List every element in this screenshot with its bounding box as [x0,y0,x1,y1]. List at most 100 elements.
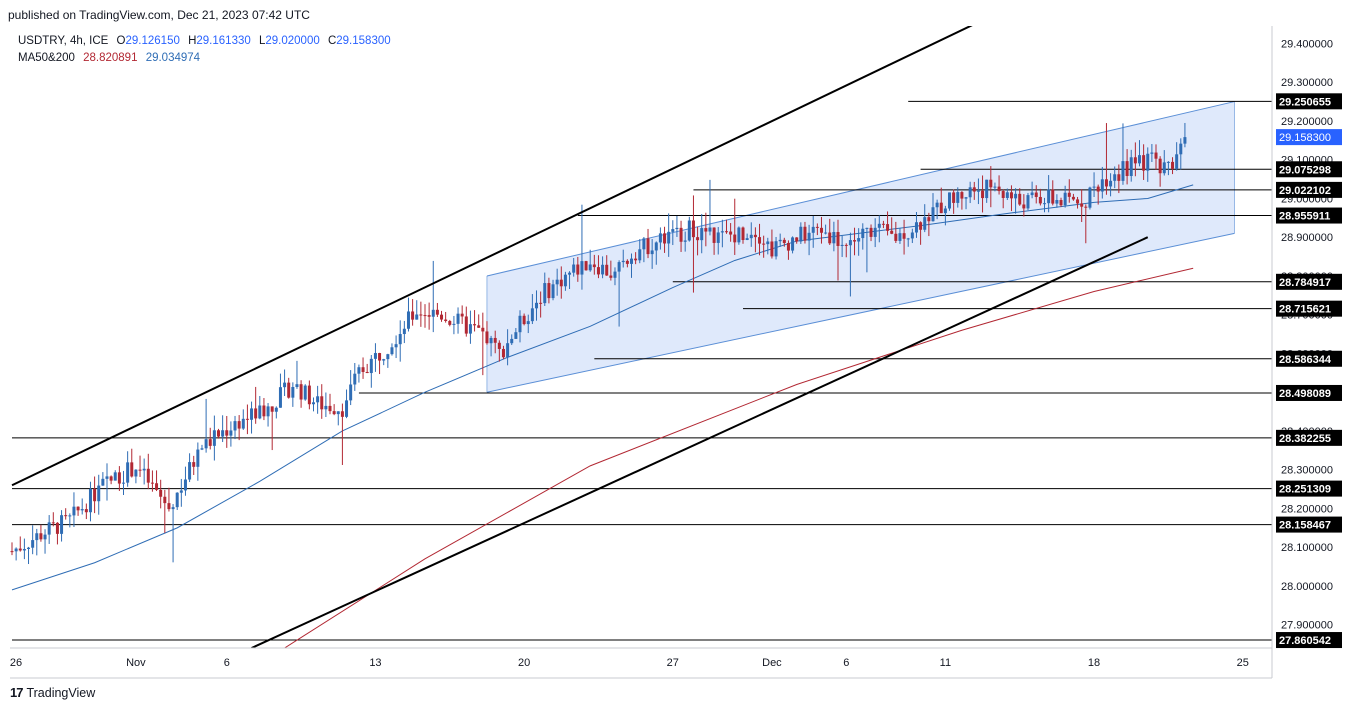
published-header: published on TradingView.com, Dec 21, 20… [8,8,310,22]
level-label: 28.586344 [1279,354,1332,366]
candle [1005,188,1009,201]
candle-body [489,337,493,344]
candle [217,428,220,439]
candle [1104,123,1108,195]
ma200-line [284,267,1194,648]
candle [609,260,613,281]
candle-body [543,283,547,304]
candle [134,469,138,484]
candle [543,272,547,306]
candle [563,271,567,291]
candle-body [1067,192,1071,197]
candle [1001,189,1005,209]
candle-body [501,348,505,358]
candle [902,219,906,255]
candle [386,353,390,368]
candle-body [960,192,964,199]
candle-body [386,354,390,360]
candle-body [555,279,559,285]
candle [584,260,588,271]
candle [101,472,105,486]
x-tick-label: 18 [1088,657,1100,669]
candle-body [853,240,857,242]
level-label: 28.382255 [1279,433,1331,445]
trend-line-lower [251,236,1149,648]
candle-body [60,515,64,534]
candle-body [93,488,97,502]
candle [712,227,716,255]
candle-body [10,551,14,553]
candle [481,312,485,376]
candle [943,205,947,226]
candle-body [939,202,943,214]
candle-body [1043,203,1046,205]
candle [245,404,249,435]
candle-body [869,227,873,237]
candle-body [1121,161,1125,181]
candle-body [948,192,952,209]
level-label: 29.075298 [1279,164,1331,176]
candle [939,187,943,214]
candle [452,315,456,335]
candle-body [943,208,947,214]
candle-body [741,227,745,241]
candle-body [601,264,605,275]
candle-body [968,187,972,198]
candle [431,260,435,333]
candle [551,279,555,301]
candle [1158,156,1162,187]
candle-body [596,267,600,275]
candle [1121,123,1125,185]
candle [1183,122,1187,148]
candle [877,215,881,243]
x-tick-label: 6 [224,657,230,669]
candle [799,222,803,244]
candle [60,510,64,542]
candle [873,218,877,248]
candle [1047,175,1051,213]
candle [803,221,807,244]
candle [291,382,295,407]
candle-body [167,503,171,510]
candle-body [1076,199,1080,204]
candle-body [1084,206,1088,208]
level-label: 28.715621 [1279,304,1331,316]
candle [753,227,757,253]
candle [126,451,130,487]
candle-body [1038,196,1042,204]
candle [1129,149,1133,182]
candle-body [522,315,526,325]
candle-body [1022,204,1026,209]
candle-body [349,384,353,401]
candle-body [894,233,898,241]
candle [320,384,324,419]
candle-body [634,258,638,261]
candle [27,546,31,565]
regression-channel-top [486,101,1235,277]
legend-high: 29.161330 [196,35,251,47]
candle [547,277,551,304]
candle-body [88,488,92,513]
candle [221,415,225,443]
candle-body [398,334,402,345]
candle [258,395,262,420]
footer-branding[interactable]: 17 TradingView [10,685,95,700]
candle [646,228,650,259]
candle [687,216,691,242]
candle [630,253,633,278]
legend-ma200: 29.034974 [145,52,201,64]
candle-body [1175,154,1179,169]
candle-body [1055,199,1059,204]
candle [303,384,307,401]
candle-body [786,243,790,251]
candle-body [1014,193,1018,199]
candle-body [563,274,567,287]
candle [745,233,749,241]
candle [824,224,828,235]
candle-body [704,228,708,232]
candle-body [737,227,741,243]
candle [535,290,539,321]
candle [122,470,126,496]
candle [997,175,1001,195]
